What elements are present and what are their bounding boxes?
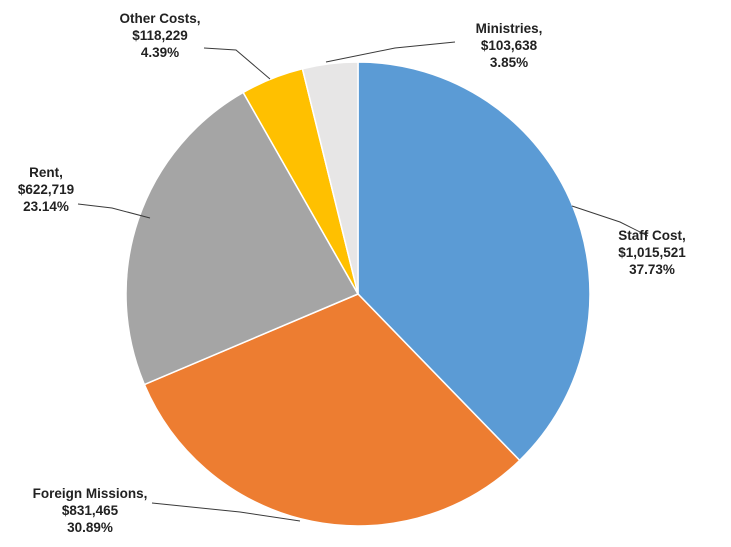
data-label-staff-cost: Staff Cost, $1,015,521 37.73% [618, 228, 686, 277]
leader-line-ministries [325, 41, 456, 63]
label-value: $622,719 [18, 182, 74, 197]
data-label-foreign-missions: Foreign Missions, $831,465 30.89% [33, 486, 148, 535]
data-labels: Staff Cost, $1,015,521 37.73% Foreign Missi… [18, 11, 686, 535]
leader-line-rent [77, 203, 151, 219]
label-value: $1,015,521 [618, 245, 686, 260]
leader-line-foreign-missions [151, 502, 301, 522]
label-name: Foreign Missions, [33, 486, 148, 501]
data-label-ministries: Ministries, $103,638 3.85% [476, 21, 543, 70]
label-name: Other Costs, [119, 11, 200, 26]
label-name: Staff Cost, [618, 228, 686, 243]
label-percent: 3.85% [490, 55, 528, 70]
label-value: $118,229 [132, 28, 188, 43]
data-label-rent: Rent, $622,719 23.14% [18, 165, 74, 214]
leader-line-other-costs [203, 47, 271, 80]
pie-slices [125, 61, 591, 527]
label-percent: 23.14% [23, 199, 69, 214]
label-value: $831,465 [62, 503, 119, 518]
pie-slice-foreign-missions [143, 293, 521, 527]
label-name: Rent, [29, 165, 63, 180]
label-percent: 30.89% [67, 520, 113, 535]
label-value: $103,638 [481, 38, 538, 53]
label-percent: 4.39% [141, 45, 179, 60]
label-percent: 37.73% [629, 262, 675, 277]
pie-slice-ministries [301, 61, 359, 295]
leader-line-staff-cost [571, 205, 649, 237]
label-name: Ministries, [476, 21, 543, 36]
leader-lines [77, 41, 649, 522]
data-label-other-costs: Other Costs, $118,229 4.39% [119, 11, 200, 60]
pie-slice-rent [125, 91, 360, 386]
